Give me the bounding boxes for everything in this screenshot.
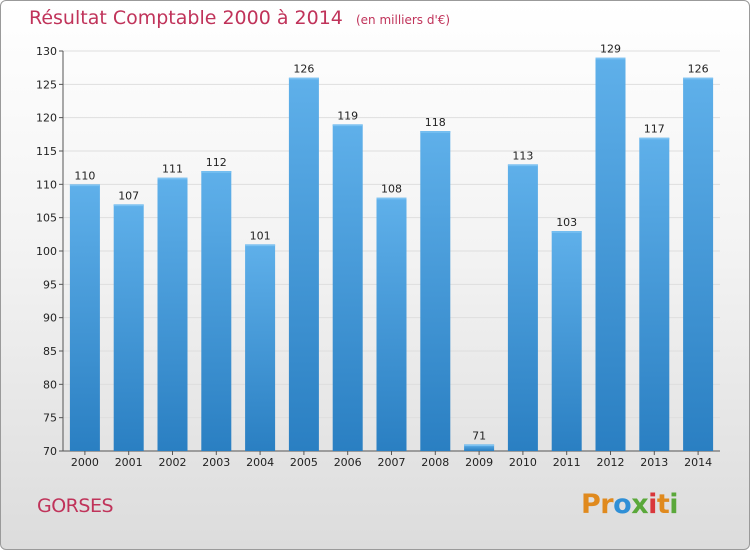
bar [157,177,188,451]
y-tick-label: 80 [43,378,57,391]
bar [201,171,232,451]
y-tick-label: 95 [43,278,57,291]
y-tick-label: 130 [36,45,57,58]
x-tick-label: 2004 [246,456,274,469]
x-tick-label: 2006 [334,456,362,469]
logo-letter: r [600,489,614,520]
data-label: 111 [162,163,183,176]
x-tick-label: 2007 [378,456,406,469]
bar [683,77,714,452]
data-label: 117 [644,123,665,136]
x-tick-label: 2002 [159,456,187,469]
bar [245,244,276,451]
data-label: 101 [250,229,271,242]
data-label: 126 [688,63,709,76]
y-tick-label: 70 [43,445,57,458]
y-tick-label: 85 [43,345,57,358]
data-label: 118 [425,116,446,129]
y-tick-label: 110 [36,178,57,191]
bar [288,77,319,452]
logo-letter: i [669,489,679,520]
bar [420,131,451,451]
bar [376,197,407,451]
bar [507,164,538,452]
bar [332,124,363,451]
bar [595,57,626,452]
logo-letter: i [648,489,657,520]
x-tick-label: 2005 [290,456,318,469]
data-label: 108 [381,183,402,196]
bar [69,184,100,452]
chart-subtitle: (en milliers d'€) [355,13,451,27]
x-tick-label: 2012 [597,456,625,469]
proxiti-logo: Proxiti [581,489,679,520]
data-label: 126 [293,63,314,76]
y-tick-label: 115 [36,145,57,158]
bar [639,137,670,451]
x-tick-label: 2001 [115,456,143,469]
data-label: 129 [600,43,621,56]
x-tick-label: 2013 [640,456,668,469]
data-label: 113 [512,149,533,162]
x-tick-label: 2003 [202,456,230,469]
chart-title-row: Résultat Comptable 2000 à 2014 (en milli… [29,7,450,29]
data-label: 71 [472,429,486,442]
x-tick-label: 2011 [553,456,581,469]
x-tick-label: 2009 [465,456,493,469]
chart-title: Résultat Comptable 2000 à 2014 [29,7,343,29]
logo-letter: P [581,489,601,520]
logo-letter: t [656,489,670,520]
bar [113,204,144,451]
data-label: 107 [118,189,139,202]
x-tick-label: 2000 [71,456,99,469]
data-label: 110 [74,169,95,182]
y-tick-label: 75 [43,412,57,425]
data-label: 103 [556,216,577,229]
x-tick-label: 2008 [421,456,449,469]
x-tick-label: 2010 [509,456,537,469]
bar [464,444,495,451]
y-tick-label: 105 [36,212,57,225]
data-label: 119 [337,109,358,122]
logo-letter: x [631,489,649,520]
x-tick-label: 2014 [684,456,712,469]
logo-letter: o [613,489,632,520]
y-tick-label: 100 [36,245,57,258]
y-tick-label: 120 [36,112,57,125]
town-name: GORSES [37,495,114,517]
data-label: 112 [206,156,227,169]
y-tick-label: 125 [36,78,57,91]
bar [551,231,582,451]
y-tick-label: 90 [43,312,57,325]
